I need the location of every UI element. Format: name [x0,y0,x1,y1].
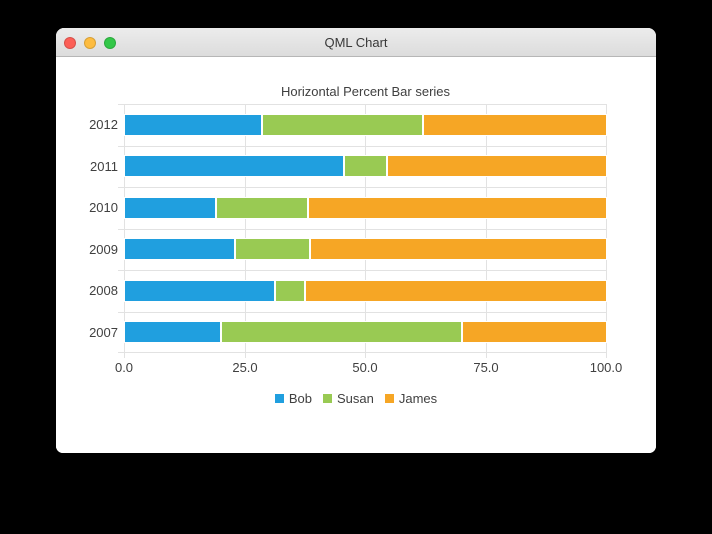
legend-swatch [384,394,394,403]
x-axis-label: 0.0 [114,360,134,375]
x-axis-label: 75.0 [473,360,499,375]
y-axis-tick [118,104,124,105]
y-axis-label: 2012 [89,117,118,132]
bar-segment-james-2007 [462,321,607,343]
gridline-vertical [245,104,246,353]
legend-swatch [322,394,332,403]
bar-segment-james-2010 [308,197,607,219]
legend-label: Bob [288,391,312,406]
titlebar[interactable]: QML Chart [56,28,656,57]
chart: Horizontal Percent Bar series 2012 2011 20… [56,57,656,453]
bar-segment-susan-2012 [262,114,423,136]
window-title: QML Chart [324,35,388,50]
gridline-vertical [486,104,487,353]
qml-chart-window: QML Chart Horizontal Percent Bar series … [56,28,656,453]
gridline-horizontal [124,229,607,230]
minimize-button[interactable] [84,36,96,49]
gridline-horizontal [124,146,607,147]
y-axis-label: 2010 [89,200,118,215]
y-axis-tick [118,352,124,353]
y-axis-tick [118,187,124,188]
y-axis-tick [118,229,124,230]
x-axis-labels: 0.0 25.0 50.0 75.0 100.0 [115,360,622,376]
y-axis-label: 2009 [89,242,118,257]
legend: Bob Susan James [56,391,656,406]
gridline-vertical [365,104,366,353]
legend-item-james: James [384,391,438,406]
x-axis-tick [245,353,246,358]
x-axis-tick [486,353,487,358]
gridline-horizontal [124,270,607,271]
bar-segment-bob-2009 [124,238,235,260]
traffic-lights [64,36,116,49]
bar-segment-james-2009 [310,238,607,260]
legend-item-susan: Susan [322,391,374,406]
y-axis-tick [118,312,124,313]
bar-segment-bob-2007 [124,321,221,343]
bar-segment-susan-2010 [216,197,308,219]
zoom-button[interactable] [104,36,116,49]
gridline-horizontal [124,312,607,313]
y-axis-label: 2008 [89,283,118,298]
legend-swatch [274,394,284,403]
x-axis-tick [124,353,125,358]
gridline-horizontal [124,352,607,353]
bar-segment-susan-2009 [235,238,310,260]
close-button[interactable] [64,36,76,49]
gridline-horizontal [124,187,607,188]
legend-item-bob: Bob [274,391,312,406]
y-axis-labels: 2012 2011 2010 2009 2008 2007 [56,104,118,353]
x-axis-label: 100.0 [589,360,623,375]
gridline-vertical [124,104,125,353]
plot-area [118,104,607,358]
y-axis-tick [118,270,124,271]
y-axis-label: 2011 [90,159,118,174]
bar-segment-james-2012 [423,114,607,136]
bar-segment-susan-2008 [275,280,305,302]
chart-title: Horizontal Percent Bar series [280,84,451,99]
bar-segment-bob-2008 [124,280,275,302]
bar-segment-bob-2011 [124,155,344,177]
bar-segment-susan-2007 [221,321,462,343]
gridline-vertical [606,104,607,353]
legend-label: Susan [336,391,374,406]
x-axis-tick [365,353,366,358]
y-axis-label: 2007 [89,325,118,340]
y-axis-tick [118,146,124,147]
x-axis-label: 25.0 [232,360,258,375]
bar-segment-james-2011 [387,155,607,177]
x-axis-tick [606,353,607,358]
gridline-horizontal [124,104,607,105]
legend-label: James [398,391,438,406]
bar-segment-bob-2010 [124,197,216,219]
x-axis-label: 50.0 [352,360,378,375]
bar-segment-bob-2012 [124,114,262,136]
bar-segment-james-2008 [305,280,607,302]
bar-segment-susan-2011 [344,155,387,177]
